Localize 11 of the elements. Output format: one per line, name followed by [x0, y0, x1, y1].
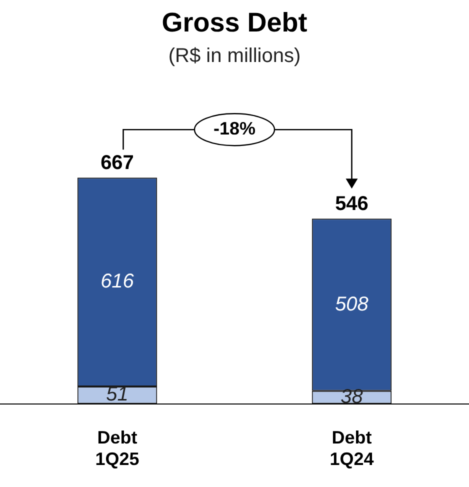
- x-tick-label: Debt 1Q25: [95, 428, 140, 470]
- total-label: 546: [335, 193, 368, 216]
- chart-subtitle: (R$ in millions): [168, 44, 301, 67]
- chart-title: Gross Debt: [162, 8, 308, 38]
- x-tick-label: Debt 1Q24: [330, 428, 374, 470]
- total-label: 667: [100, 152, 134, 174]
- data-label: 38: [340, 386, 363, 408]
- data-label: 616: [100, 270, 135, 293]
- text: -18%: [213, 118, 256, 139]
- data-label: 508: [335, 293, 368, 316]
- data-label: 51: [106, 384, 128, 406]
